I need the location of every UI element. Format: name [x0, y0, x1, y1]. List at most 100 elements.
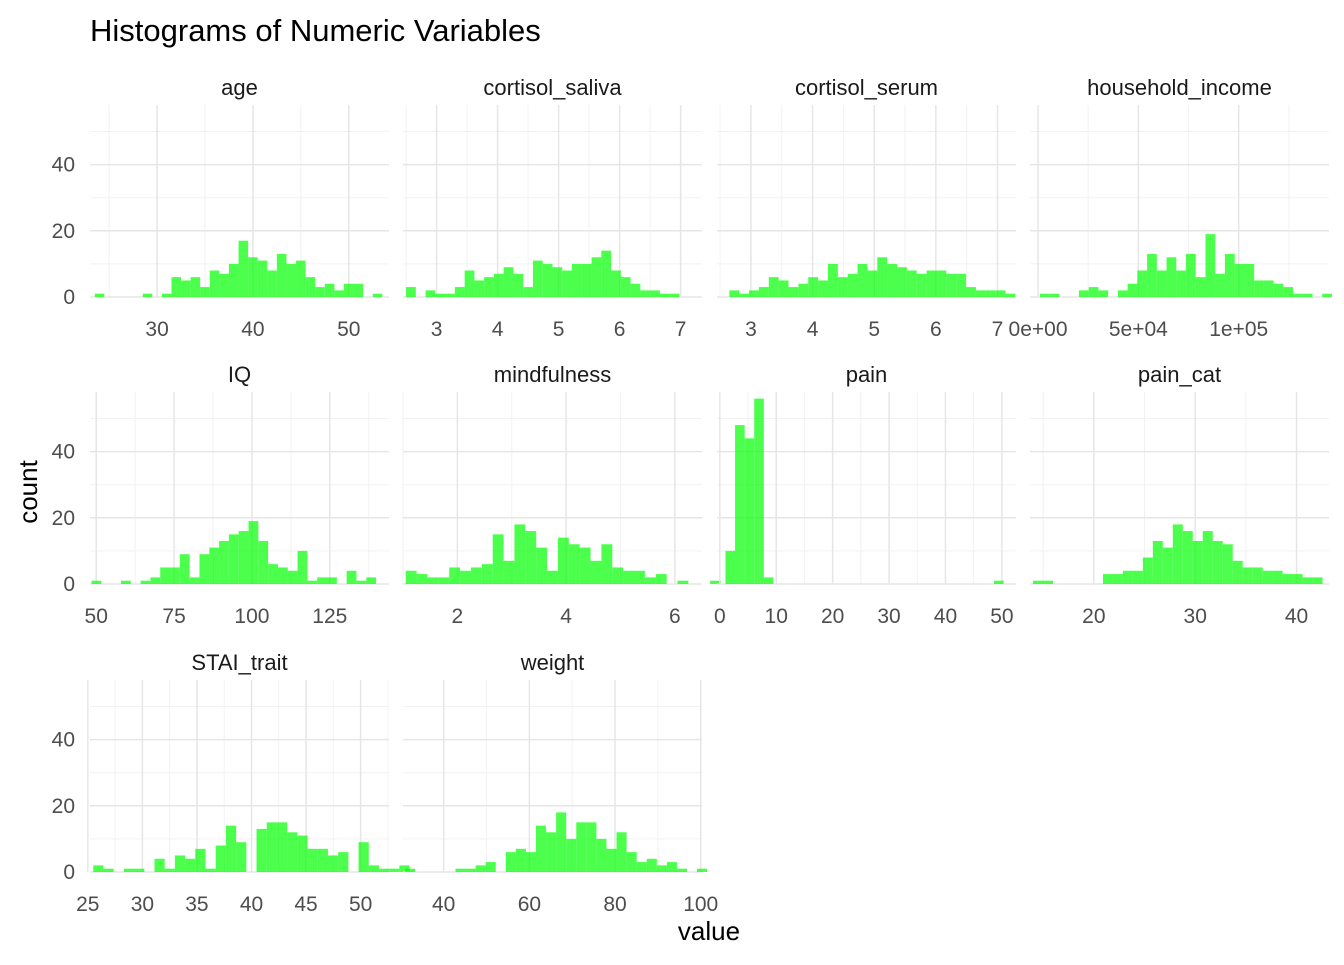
histogram-bar [327, 577, 337, 584]
histogram-bar [258, 540, 269, 584]
histogram-bar [315, 287, 325, 297]
histogram-bar [1162, 547, 1173, 584]
histogram-bar [209, 547, 220, 584]
histogram-bar [926, 270, 937, 297]
x-tick-label: 50 [990, 605, 1013, 628]
histogram-bar [470, 567, 482, 584]
histogram-bar [286, 263, 297, 297]
histogram-bar [200, 287, 210, 297]
histogram-bar [590, 560, 602, 584]
histogram-bar [710, 580, 722, 584]
histogram-bar [1172, 524, 1183, 584]
histogram-bar [1137, 270, 1148, 297]
x-tick-label: 50 [349, 893, 372, 916]
histogram-bar [525, 531, 537, 584]
histogram-bar [181, 280, 191, 297]
x-tick-label: 3 [431, 318, 443, 341]
x-tick-label: 40 [432, 893, 455, 916]
histogram-bar [123, 868, 135, 872]
histogram-bar [236, 842, 247, 872]
histogram-bar [1147, 253, 1157, 297]
histogram-bar [906, 270, 917, 297]
histogram-bar [581, 263, 592, 297]
chart-title: Histograms of Numeric Variables [90, 13, 541, 48]
histogram-bar [307, 848, 318, 872]
strip-label-iq: IQ [228, 362, 251, 387]
histogram-bar [225, 825, 237, 872]
histogram-bar [513, 273, 524, 297]
histogram-bar [219, 273, 229, 297]
histogram-bar [449, 567, 461, 584]
histogram-bar [897, 267, 907, 297]
histogram-bar [612, 567, 624, 584]
histogram-bar [296, 260, 306, 297]
x-tick-label: 5 [868, 318, 880, 341]
histogram-bar [744, 438, 755, 584]
histogram-bar [916, 273, 927, 297]
histogram-bar [248, 521, 259, 584]
x-tick-label: 4 [807, 318, 819, 341]
histogram-bar [1232, 560, 1243, 584]
histogram-bar [656, 865, 667, 872]
x-tick-label: 50 [85, 605, 108, 628]
histogram-bar [523, 287, 533, 297]
histogram-bar [634, 570, 645, 584]
histogram-bar [267, 270, 277, 297]
histogram-bar [525, 852, 537, 872]
histogram-bar [749, 290, 759, 297]
strip-label-age: age [221, 75, 258, 100]
histogram-bar [324, 283, 335, 297]
histogram-bar [358, 842, 369, 872]
histogram-bar [579, 547, 591, 584]
x-tick-label: 125 [312, 605, 347, 628]
histogram-bar [1272, 570, 1283, 584]
histogram-bar [1234, 263, 1245, 297]
histogram-bar [556, 812, 567, 872]
panel-cortisol-serum: cortisol_serum 3 4 5 6 7 [717, 75, 1016, 341]
x-tick-label: 40 [240, 893, 263, 916]
histogram-bar [140, 580, 151, 584]
histogram-bar [161, 293, 172, 297]
histogram-bar [1302, 577, 1313, 584]
histogram-bar [406, 287, 416, 297]
x-tick-label: 2 [452, 605, 464, 628]
histogram-bar [946, 273, 957, 297]
histogram-bar [416, 574, 428, 584]
histogram-bar [1244, 263, 1255, 297]
histogram-bar [993, 580, 1004, 584]
strip-label-cortisol-saliva: cortisol_saliva [483, 75, 622, 100]
histogram-bar [1263, 280, 1274, 297]
histogram-bar [650, 290, 660, 297]
strip-label-weight: weight [520, 650, 585, 675]
histogram-bar [1195, 277, 1206, 297]
histogram-bar [975, 290, 986, 297]
x-tick-label: 80 [603, 893, 626, 916]
histogram-bar [808, 277, 819, 297]
histogram-bar [536, 825, 547, 872]
panel-iq: IQ 50 75 100 125 0 20 40 [52, 362, 389, 628]
x-tick-label: 3 [745, 318, 757, 341]
histogram-bar [195, 848, 206, 872]
x-tick-label: 4 [560, 605, 572, 628]
histogram-bar [346, 570, 357, 584]
histogram-bar [532, 260, 543, 297]
histogram-bar [343, 283, 354, 297]
histogram-bar [1292, 574, 1303, 584]
x-tick-label: 40 [241, 318, 264, 341]
histogram-bar [427, 577, 439, 584]
strip-label-stai-trait: STAI_trait [191, 650, 287, 675]
histogram-bar [636, 862, 647, 872]
histogram-bar [134, 868, 145, 872]
histogram-bar [189, 577, 200, 584]
histogram-bar [460, 570, 471, 584]
histogram-bar [93, 865, 104, 872]
histogram-bar [1262, 570, 1273, 584]
x-tick-label: 6 [614, 318, 626, 341]
histogram-bar [1078, 290, 1089, 297]
histogram-bar [475, 865, 486, 872]
panel-mindfulness: mindfulness 2 4 6 [402, 362, 722, 628]
histogram-bar [199, 554, 210, 584]
histogram-bar [190, 277, 201, 297]
histogram-bar [877, 257, 888, 297]
